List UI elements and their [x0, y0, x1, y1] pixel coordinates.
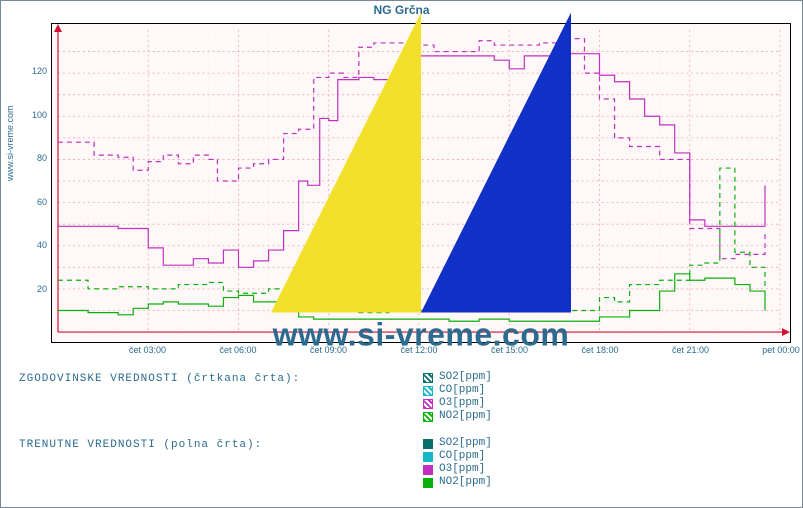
x-tick-label: čet 09:00 — [299, 345, 359, 355]
legend-label: NO2[ppm] — [439, 476, 492, 489]
legend-item: SO2[ppm] — [423, 437, 492, 450]
chart-container: NG Grčna www.si-vreme.com www.si-vreme.c… — [0, 0, 803, 508]
legend-swatch-icon — [423, 412, 433, 422]
legend-current-title: TRENUTNE VREDNOSTI (polna črta): — [19, 439, 262, 451]
legend-swatch-icon — [423, 439, 433, 449]
x-tick-label: pet 00:00 — [751, 345, 803, 355]
x-tick-label: čet 18:00 — [570, 345, 630, 355]
legend-current: TRENUTNE VREDNOSTI (polna črta): — [19, 439, 262, 451]
legend-label: SO2[ppm] — [439, 371, 492, 384]
legend-label: O3[ppm] — [439, 397, 485, 410]
legend-historical-title: ZGODOVINSKE VREDNOSTI (črtkana črta): — [19, 373, 300, 385]
legend-swatch-icon — [423, 452, 433, 462]
y-tick-label: 100 — [7, 110, 47, 120]
legend-item: NO2[ppm] — [423, 476, 492, 489]
legend-item: O3[ppm] — [423, 397, 492, 410]
x-tick-label: čet 06:00 — [208, 345, 268, 355]
legend-item: CO[ppm] — [423, 384, 492, 397]
legend-label: NO2[ppm] — [439, 410, 492, 423]
legend-item: NO2[ppm] — [423, 410, 492, 423]
y-tick-label: 120 — [7, 66, 47, 76]
legend-current-items: SO2[ppm]CO[ppm]O3[ppm]NO2[ppm] — [423, 437, 492, 489]
legend-swatch-icon — [423, 399, 433, 409]
legend-label: CO[ppm] — [439, 450, 485, 463]
x-tick-label: čet 21:00 — [661, 345, 721, 355]
chart-title: NG Grčna — [1, 1, 802, 17]
legend-item: CO[ppm] — [423, 450, 492, 463]
y-tick-label: 60 — [7, 197, 47, 207]
legend-label: CO[ppm] — [439, 384, 485, 397]
legend-swatch-icon — [423, 386, 433, 396]
y-tick-label: 40 — [7, 240, 47, 250]
x-tick-label: čet 03:00 — [118, 345, 178, 355]
x-tick-label: čet 12:00 — [389, 345, 449, 355]
legend-swatch-icon — [423, 465, 433, 475]
y-tick-label: 80 — [7, 153, 47, 163]
legend-label: O3[ppm] — [439, 463, 485, 476]
y-tick-label: 20 — [7, 284, 47, 294]
x-tick-label: čet 15:00 — [480, 345, 540, 355]
legend-swatch-icon — [423, 478, 433, 488]
legend-label: SO2[ppm] — [439, 437, 492, 450]
legend-item: SO2[ppm] — [423, 371, 492, 384]
legend-historical: ZGODOVINSKE VREDNOSTI (črtkana črta): — [19, 373, 300, 385]
legend-swatch-icon — [423, 373, 433, 383]
plot-area: www.si-vreme.com — [51, 23, 791, 343]
legend-historical-items: SO2[ppm]CO[ppm]O3[ppm]NO2[ppm] — [423, 371, 492, 423]
legend-item: O3[ppm] — [423, 463, 492, 476]
